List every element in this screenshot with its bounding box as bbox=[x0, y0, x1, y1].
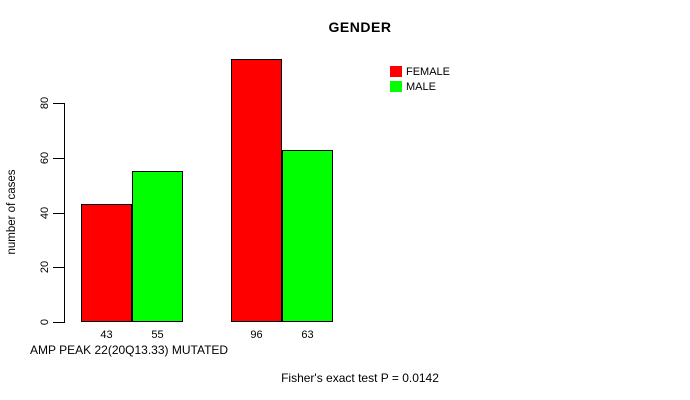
y-axis-tick-label: 80 bbox=[39, 96, 51, 110]
y-axis-tick-label: 40 bbox=[39, 206, 51, 220]
legend-item-male: MALE bbox=[390, 79, 450, 94]
y-axis-tick bbox=[53, 103, 64, 104]
chart-title: GENDER bbox=[328, 19, 392, 35]
bar-value-label: 63 bbox=[301, 329, 314, 341]
bar-value-label: 43 bbox=[100, 329, 113, 341]
y-axis-tick bbox=[53, 213, 64, 214]
legend-swatch-female bbox=[390, 66, 402, 77]
legend-label: FEMALE bbox=[406, 65, 451, 78]
legend-label: MALE bbox=[406, 80, 436, 93]
legend: FEMALE MALE bbox=[390, 64, 450, 94]
bar-female-group2 bbox=[231, 59, 282, 322]
y-axis-tick-label: 0 bbox=[39, 318, 51, 326]
legend-swatch-male bbox=[390, 81, 402, 92]
y-axis-tick-label: 20 bbox=[39, 260, 51, 274]
bar-male-group1 bbox=[132, 171, 183, 322]
y-axis-label: number of cases bbox=[6, 169, 18, 255]
y-axis-tick-label: 60 bbox=[39, 151, 51, 165]
statistical-test-note: Fisher's exact test P = 0.0142 bbox=[281, 371, 439, 385]
legend-item-female: FEMALE bbox=[390, 64, 450, 79]
bar-male-group2 bbox=[282, 150, 333, 322]
y-axis-tick bbox=[53, 322, 64, 323]
y-axis-line bbox=[64, 103, 65, 323]
x-axis-label: AMP PEAK 22(20Q13.33) MUTATED bbox=[30, 343, 229, 357]
y-axis-tick bbox=[53, 267, 64, 268]
y-axis-tick bbox=[53, 158, 64, 159]
bar-value-label: 96 bbox=[250, 329, 263, 341]
bar-value-label: 55 bbox=[151, 329, 164, 341]
bar-female-group1 bbox=[81, 204, 132, 322]
